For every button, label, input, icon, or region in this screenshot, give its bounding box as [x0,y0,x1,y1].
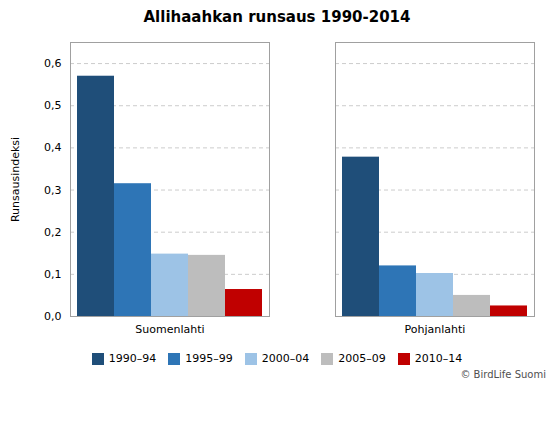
html-text:2005–09: 2005–09 [338,352,386,365]
svg-text:0,6: 0,6 [44,57,62,70]
html-text:© BirdLife Suomi: © BirdLife Suomi [460,369,546,380]
svg-text:0,5: 0,5 [44,99,62,112]
html-text:2010–14: 2010–14 [414,352,463,365]
svg-text:0,3: 0,3 [44,184,62,197]
html-text:1990–94: 1990–94 [108,352,157,365]
html-text:Allihaahkan runsaus 1990-2014: Allihaahkan runsaus 1990-2014 [143,8,411,26]
svg-text:Pohjanlahti: Pohjanlahti [405,323,466,336]
html-text:2000–04: 2000–04 [261,352,310,365]
html-text:1995–99: 1995–99 [185,352,233,365]
svg-text:0,4: 0,4 [44,141,62,154]
svg-text:0,0: 0,0 [44,310,62,323]
svg-text:Suomenlahti: Suomenlahti [135,323,204,336]
svg-text:Runsausindeksi: Runsausindeksi [9,137,22,222]
svg-text:0,1: 0,1 [44,268,62,281]
svg-text:0,2: 0,2 [44,226,62,239]
